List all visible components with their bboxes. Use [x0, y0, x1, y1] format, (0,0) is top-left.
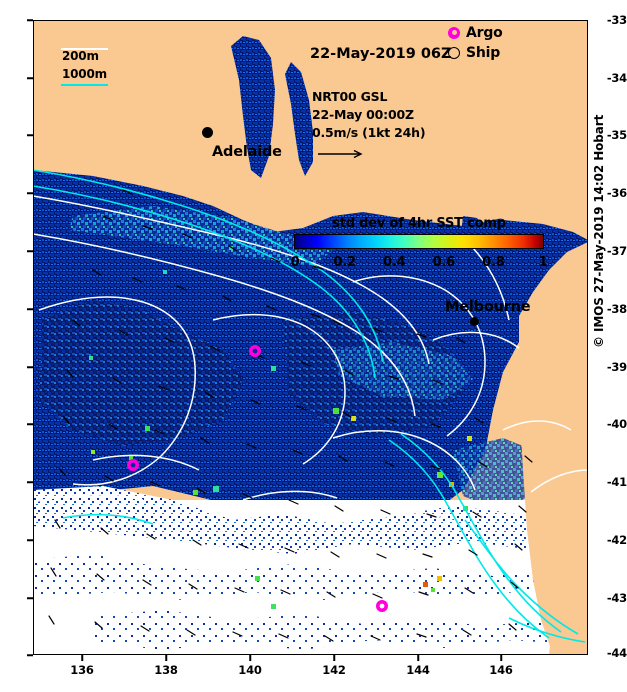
y-tick-label-8: -41 [606, 475, 627, 489]
argo-icon [448, 26, 460, 39]
map-title: 22-May-2019 06Z [310, 46, 452, 62]
y-tick-label-2: -35 [606, 128, 627, 142]
x-tick-label-2: 140 [238, 663, 262, 677]
colorbar: std dev of 4hr SST comp 0 0.2 0.4 0.6 0.… [291, 216, 548, 270]
map-plot-area[interactable]: 200m 1000m 22-May-2019 06Z Argo Ship NRT… [33, 20, 588, 655]
legend-item-ship: Ship [448, 44, 503, 61]
y-tick-label-3: -36 [606, 186, 627, 200]
y-tick-label-9: -42 [606, 533, 627, 547]
adelaide-marker-dot [202, 127, 213, 138]
x-tick-label-4: 144 [406, 663, 430, 677]
colorbar-tick-3: 0.6 [432, 255, 456, 270]
colorbar-tick-0: 0 [290, 255, 300, 270]
model-name-label: NRT00 GSL [312, 89, 388, 104]
credit-label: © IMOS 27-May-2019 14:02 Hobart [592, 114, 606, 348]
melbourne-marker-dot [470, 317, 479, 326]
y-tick-label-5: -38 [606, 302, 627, 316]
legend-label-argo: Argo [466, 24, 503, 41]
y-tick-label-7: -40 [606, 417, 627, 431]
legend-label-ship: Ship [466, 44, 501, 61]
y-tick-label-10: -43 [606, 591, 627, 605]
x-tick-label-1: 138 [154, 663, 178, 677]
x-tick-label-5: 146 [489, 663, 513, 677]
reference-arrow-icon [318, 149, 363, 159]
argo-marker-group [127, 345, 388, 612]
scale-bar-1000m-label: 1000m [62, 67, 107, 81]
model-time-label: 22-May 00:00Z [312, 107, 414, 122]
colorbar-gradient: 0 0.2 0.4 0.6 0.8 1 [291, 234, 548, 270]
colorbar-title: std dev of 4hr SST comp [332, 216, 506, 231]
y-tick-label-4: -37 [606, 244, 627, 258]
model-vector-scale-label: 0.5m/s (1kt 24h) [312, 125, 426, 140]
colorbar-tick-4: 0.8 [482, 255, 505, 270]
colorbar-tick-1: 0.2 [333, 255, 356, 270]
colorbar-tick-5: 1 [538, 255, 548, 270]
adelaide-label: Adelaide [212, 144, 282, 160]
y-tick-label-11: -44 [606, 646, 627, 660]
y-tick-label-1: -34 [606, 71, 627, 85]
scale-bar-200m-label: 200m [62, 49, 99, 63]
ship-icon [448, 46, 460, 59]
melbourne-label: Melbourne [445, 299, 531, 315]
scale-bar-1000m-line [61, 84, 108, 86]
x-tick-label-0: 136 [70, 663, 94, 677]
colorbar-tick-2: 0.4 [382, 255, 406, 270]
sst-raster-layer [33, 20, 588, 655]
scale-bar-200m-line [61, 48, 108, 50]
marker-legend: Argo Ship [448, 24, 503, 61]
y-tick-label-6: -39 [606, 360, 627, 374]
x-tick-label-3: 142 [322, 663, 346, 677]
y-tick-label-0: -33 [606, 13, 627, 27]
legend-item-argo: Argo [448, 24, 503, 41]
